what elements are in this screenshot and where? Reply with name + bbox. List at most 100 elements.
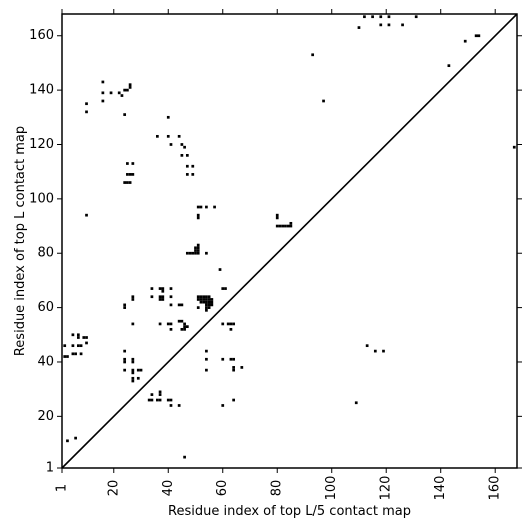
contact-cell-lower: [202, 298, 206, 301]
contact-cell-lower: [161, 298, 165, 301]
contact-cell-lower: [76, 344, 80, 348]
contact-cell-lower: [183, 145, 186, 149]
y-tick-label: 120: [29, 137, 54, 152]
contact-cell-lower: [275, 224, 279, 228]
contact-cell-lower: [194, 246, 197, 250]
contact-cell-lower: [289, 224, 293, 228]
contact-cell-lower: [136, 368, 140, 372]
contact-cell-lower: [207, 303, 211, 307]
contact-cell-lower: [278, 224, 282, 228]
contact-cell-lower: [213, 205, 216, 209]
contact-marks: [63, 15, 516, 459]
x-axis-label: Residue index of top L/5 contact map: [168, 504, 411, 519]
contact-cell-lower: [139, 368, 143, 372]
contact-cell-upper: [363, 15, 366, 19]
contact-cell-lower: [123, 360, 127, 364]
contact-cell-lower: [180, 303, 184, 307]
contact-cell-lower: [284, 224, 287, 228]
contact-cell-lower: [128, 181, 132, 184]
contact-cell-lower: [226, 322, 230, 326]
contact-cell-lower: [123, 349, 127, 353]
contact-cell-lower: [63, 355, 67, 358]
y-tick-label: 60: [37, 300, 54, 315]
contact-cell-lower: [229, 357, 233, 361]
contact-cell-lower: [210, 303, 214, 307]
contact-cell-lower: [109, 91, 113, 95]
contact-cell-lower: [131, 162, 135, 165]
contact-cell-lower: [183, 455, 186, 459]
contact-cell-lower: [169, 322, 173, 326]
contact-cell-lower: [158, 390, 162, 394]
contact-cell-lower: [275, 213, 279, 217]
contact-cell-lower: [147, 398, 151, 402]
contact-cell-lower: [188, 251, 192, 255]
contact-cell-lower: [275, 216, 279, 220]
contact-cell-lower: [218, 268, 222, 271]
contact-cell-lower: [123, 368, 127, 372]
contact-cell-lower: [180, 319, 184, 323]
contact-cell-lower: [169, 398, 173, 402]
contact-cell-lower: [169, 327, 173, 331]
contact-cell-lower: [156, 398, 159, 402]
x-tick-label: 40: [161, 480, 176, 497]
x-tick-label: 120: [379, 476, 394, 501]
contact-cell-lower: [123, 113, 127, 116]
contact-cell-lower: [150, 393, 154, 396]
contact-cell-upper: [387, 15, 391, 19]
contact-cell-lower: [66, 355, 69, 358]
contact-cell-lower: [158, 295, 162, 299]
diagonal-line: [61, 13, 518, 469]
contact-cell-lower: [196, 249, 200, 252]
contact-cell-lower: [205, 306, 208, 309]
contact-cell-lower: [194, 251, 197, 255]
contact-cell-lower: [76, 336, 80, 339]
contact-cell-lower: [205, 303, 208, 307]
contact-cell-lower: [156, 134, 159, 138]
contact-cell-lower: [205, 300, 208, 304]
contact-cell-lower: [169, 404, 173, 407]
contact-cell-lower: [66, 439, 69, 443]
contact-cell-lower: [128, 86, 132, 89]
contact-cell-lower: [210, 300, 214, 304]
contact-cell-lower: [158, 393, 162, 396]
contact-cell-lower: [205, 368, 208, 372]
contact-cell-lower: [205, 349, 208, 353]
contact-cell-lower: [177, 303, 181, 307]
contact-cell-upper: [322, 99, 325, 103]
contact-cell-upper: [463, 39, 467, 43]
contact-cell-lower: [71, 344, 75, 348]
x-axis-ticks: 1 20 40 60 80 100 120 140 160: [55, 9, 503, 500]
y-tick-label: 40: [37, 354, 54, 369]
contact-cell-lower: [232, 368, 235, 372]
contact-cell-lower: [196, 298, 200, 301]
contact-cell-lower: [229, 322, 233, 326]
contact-cell-lower: [199, 205, 203, 209]
contact-cell-upper: [477, 34, 481, 38]
contact-cell-lower: [169, 287, 173, 290]
x-tick-label: 60: [215, 480, 230, 497]
contact-cell-lower: [232, 366, 235, 369]
contact-cell-lower: [229, 327, 233, 331]
contact-cell-lower: [85, 213, 88, 217]
contact-cell-lower: [180, 143, 184, 146]
contact-cell-lower: [126, 88, 129, 92]
contact-cell-lower: [221, 404, 225, 407]
x-tick-label: 20: [106, 480, 121, 497]
contact-cell-lower: [123, 306, 127, 309]
contact-cell-lower: [123, 303, 127, 307]
contact-cell-upper: [311, 53, 315, 57]
contact-cell-lower: [196, 243, 200, 247]
contact-cell-lower: [207, 298, 211, 301]
contact-cell-lower: [191, 251, 195, 255]
contact-cell-lower: [207, 306, 211, 309]
contact-cell-lower: [180, 154, 184, 157]
contact-cell-lower: [196, 213, 200, 217]
contact-cell-lower: [354, 401, 358, 405]
contact-cell-upper: [387, 23, 391, 27]
contact-cell-lower: [196, 306, 200, 309]
contact-cell-lower: [166, 115, 170, 119]
contact-cell-lower: [365, 344, 369, 348]
contact-cell-lower: [196, 246, 200, 250]
contact-cell-lower: [76, 333, 80, 337]
